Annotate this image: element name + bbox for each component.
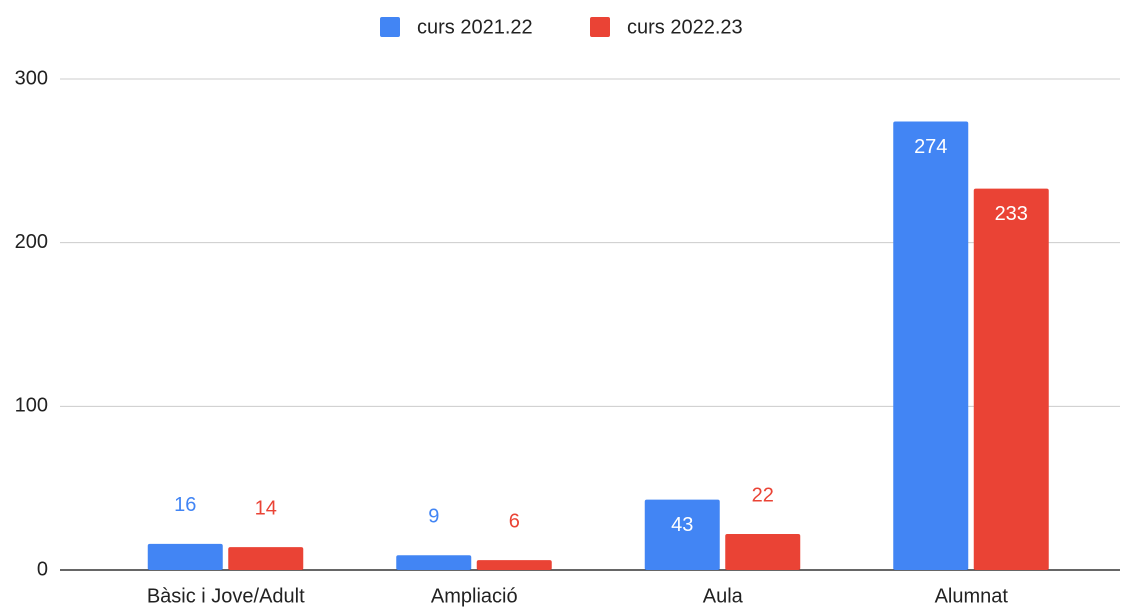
legend-swatch	[380, 17, 400, 37]
x-tick-label: Bàsic i Jove/Adult	[147, 585, 305, 607]
data-label: 233	[995, 203, 1028, 225]
data-label: 9	[428, 506, 439, 528]
y-tick-label: 200	[15, 231, 48, 253]
data-label: 22	[752, 484, 774, 506]
data-label: 274	[914, 136, 947, 158]
x-tick-label: Ampliació	[431, 585, 518, 607]
bar	[228, 547, 304, 570]
bar	[973, 188, 1049, 570]
legend-swatch	[590, 17, 610, 37]
bar	[396, 555, 472, 570]
data-label: 14	[255, 497, 277, 519]
y-tick-label: 0	[37, 558, 48, 580]
x-tick-label: Alumnat	[935, 585, 1009, 607]
legend-label: curs 2021.22	[417, 16, 533, 38]
bar	[725, 533, 801, 570]
data-label: 43	[671, 514, 693, 536]
data-label: 6	[509, 510, 520, 532]
legend-label: curs 2022.23	[627, 16, 743, 38]
bar	[644, 499, 720, 570]
data-label: 16	[174, 494, 196, 516]
bar	[147, 543, 223, 570]
bar	[476, 560, 552, 570]
bar	[893, 121, 969, 570]
y-tick-label: 100	[15, 395, 48, 417]
y-tick-label: 300	[15, 67, 48, 89]
x-tick-label: Aula	[703, 585, 744, 607]
